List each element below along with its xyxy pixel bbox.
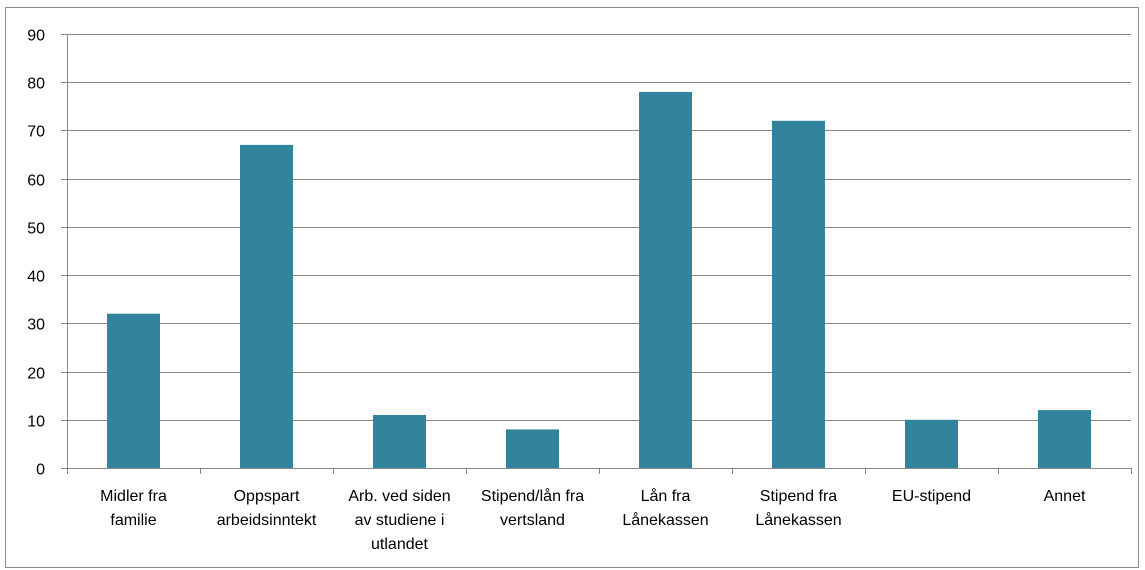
x-category-label-line: vertsland — [500, 512, 565, 529]
x-category-label-line: Midler fra — [100, 488, 167, 505]
x-category-label-line: av studiene i — [355, 512, 445, 529]
x-category-label-line: Lån fra — [641, 487, 691, 505]
y-tick-label: 40 — [27, 269, 45, 286]
bar — [107, 313, 160, 468]
bar — [373, 415, 426, 468]
y-tick-label: 70 — [27, 124, 45, 141]
x-category-label: Stipend/lån fra vertsland — [481, 487, 584, 529]
y-tick-label: 80 — [27, 76, 45, 93]
x-category-label: EU-stipend — [892, 488, 971, 505]
y-tick-label: 90 — [27, 28, 45, 45]
y-tick-label: 30 — [27, 317, 45, 334]
gridlines — [67, 34, 1131, 421]
x-category-label-line: familie — [110, 512, 156, 529]
y-tick-label: 60 — [27, 173, 45, 190]
x-category-label-line: utlandet — [371, 536, 428, 553]
x-category-label: Annet — [1044, 488, 1086, 505]
bar — [1038, 410, 1091, 468]
y-tick-label: 0 — [36, 462, 45, 479]
x-category-label: Stipend fra Lånekassen — [755, 488, 841, 529]
x-category-label-line: Arb. ved siden — [348, 488, 450, 505]
bar — [905, 419, 958, 468]
x-category-label-line: arbeidsinntekt — [217, 512, 317, 529]
y-tick-label: 10 — [27, 414, 45, 431]
bars — [107, 91, 1091, 469]
x-category-label: Arb. ved siden av studiene i utlandet — [348, 488, 450, 553]
x-category-label-line: Oppspart — [234, 488, 300, 505]
x-category-label-line: EU-stipend — [892, 488, 971, 505]
y-tick-label: 20 — [27, 366, 45, 383]
bar — [240, 144, 293, 468]
bar — [772, 120, 825, 469]
bar — [639, 91, 692, 469]
x-category-label: Midler fra familie — [100, 488, 167, 529]
bar — [506, 429, 559, 468]
x-category-label: Oppspart arbeidsinntekt — [217, 488, 317, 529]
labels: 0 10 20 30 40 50 60 70 80 90 Midler fra familie Opps… — [27, 28, 1086, 554]
x-category-label: Lån fra Lånekassen — [622, 487, 708, 529]
x-category-label-line: Annet — [1044, 488, 1086, 505]
chart-area — [5, 7, 1139, 568]
x-category-label-line: Stipend/lån fra — [481, 487, 584, 505]
x-category-label-line: Stipend fra — [760, 488, 837, 505]
axes — [61, 34, 1132, 474]
x-category-label-line: Lånekassen — [755, 511, 841, 529]
x-category-label-line: Lånekassen — [622, 511, 708, 529]
y-tick-label: 50 — [27, 221, 45, 238]
